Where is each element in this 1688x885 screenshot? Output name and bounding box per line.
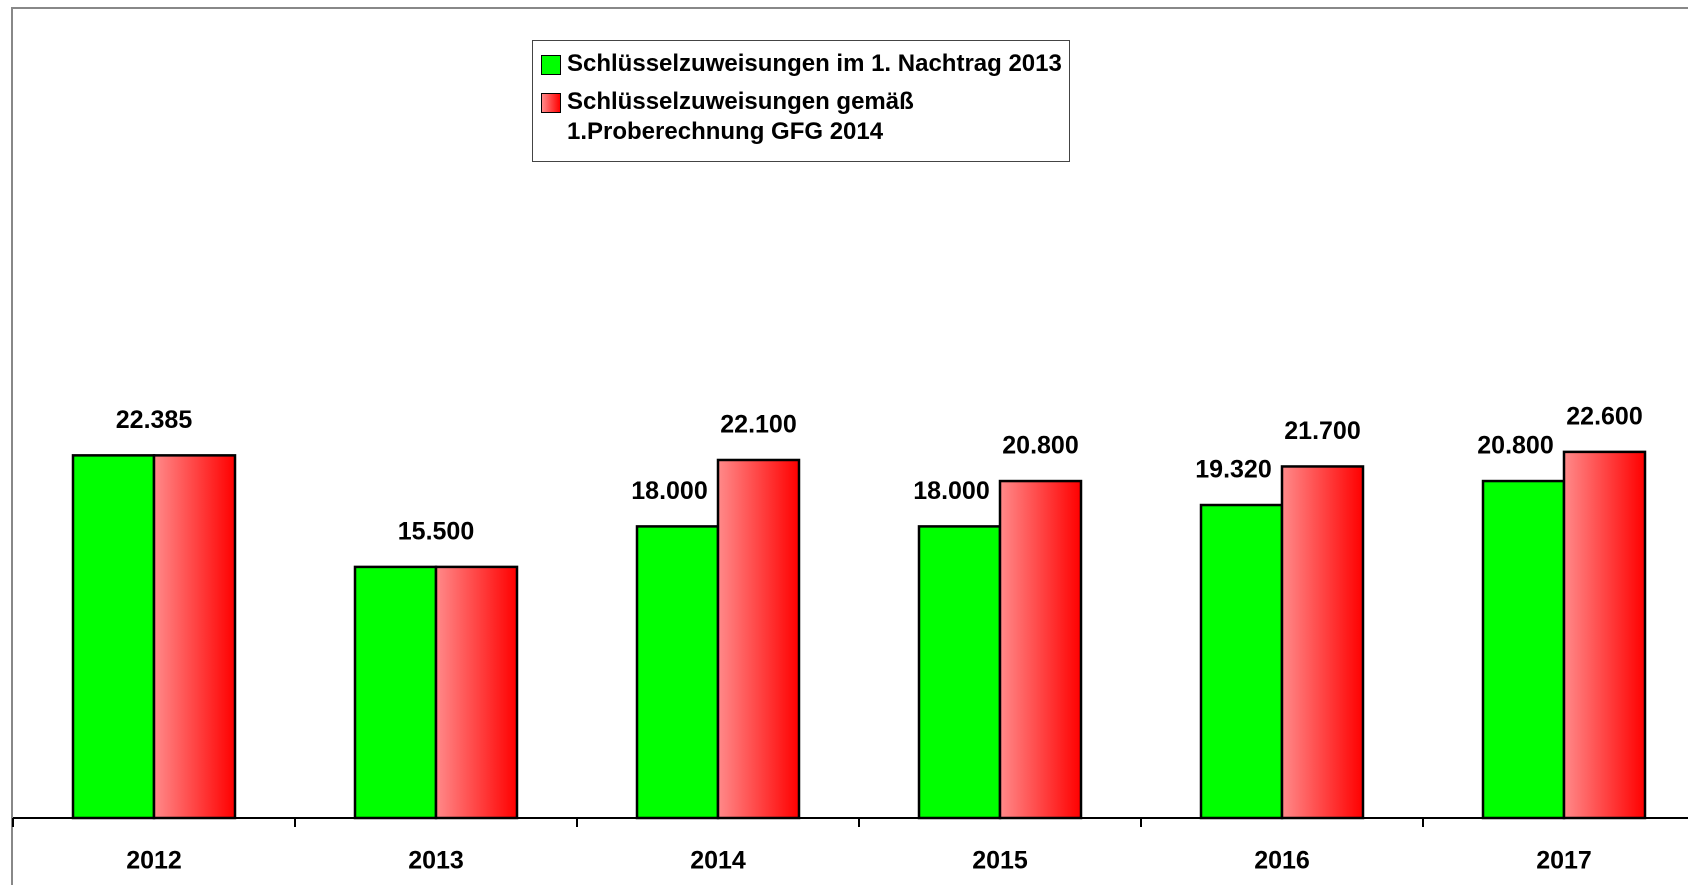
- x-tick-label: 2017: [1536, 847, 1592, 875]
- bar: [1199, 503, 1284, 820]
- data-label: 20.800: [1477, 432, 1553, 460]
- bar: [434, 565, 519, 820]
- bar: [152, 454, 237, 820]
- legend-label: Schlüsselzuweisungen gemäß 1.Proberechnu…: [567, 88, 914, 145]
- bar: [71, 454, 156, 820]
- legend-swatch: [541, 93, 561, 113]
- data-label: 18.000: [631, 477, 707, 505]
- bar: [635, 525, 720, 820]
- data-label: 20.800: [1002, 432, 1078, 460]
- bar: [1562, 450, 1647, 820]
- x-tick-label: 2014: [690, 847, 746, 875]
- x-tick-label: 2012: [126, 847, 182, 875]
- x-tick-label: 2016: [1254, 847, 1310, 875]
- legend: Schlüsselzuweisungen im 1. Nachtrag 2013…: [532, 40, 1070, 162]
- x-tick-label: 2015: [972, 847, 1028, 875]
- bar: [917, 525, 1002, 820]
- data-label: 22.600: [1566, 402, 1642, 430]
- legend-swatch: [541, 55, 561, 75]
- bar: [998, 479, 1083, 820]
- data-label: 22.100: [720, 411, 796, 439]
- bar: [353, 565, 438, 820]
- legend-entry: Schlüsselzuweisungen gemäß 1.Proberechnu…: [541, 87, 1069, 147]
- bar: [1280, 465, 1365, 820]
- legend-entry: Schlüsselzuweisungen im 1. Nachtrag 2013: [541, 49, 1069, 79]
- data-label: 18.000: [913, 477, 989, 505]
- data-label: 19.320: [1195, 456, 1271, 484]
- plot-frame: [11, 7, 1688, 885]
- bar: [1481, 479, 1566, 820]
- legend-label: Schlüsselzuweisungen im 1. Nachtrag 2013: [567, 50, 1062, 77]
- data-label: 15.500: [398, 518, 474, 546]
- x-tick-label: 2013: [408, 847, 464, 875]
- data-label: 21.700: [1284, 417, 1360, 445]
- bar: [716, 458, 801, 820]
- data-label: 22.385: [116, 406, 193, 434]
